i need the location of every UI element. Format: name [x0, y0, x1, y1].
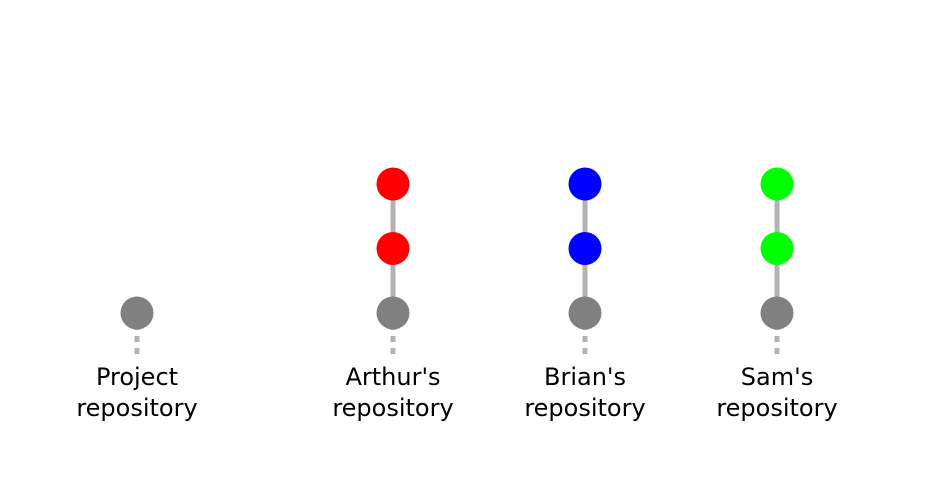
repo-label-arthur: Arthur's repository — [293, 362, 493, 424]
new-commit — [760, 232, 794, 265]
new-commit — [376, 232, 410, 265]
repo-label-line2: repository — [76, 394, 198, 422]
repo-label-line1: Project — [95, 363, 179, 391]
new-commit — [760, 167, 794, 201]
repo-label-line1: Sam's — [740, 363, 814, 391]
repo-label-line2: repository — [524, 394, 646, 422]
repo-label-line2: repository — [716, 394, 838, 422]
base-commit — [568, 296, 602, 330]
repo-label-sam: Sam's repository — [677, 362, 877, 424]
base-commit — [760, 296, 794, 330]
base-commit — [376, 296, 410, 330]
new-commit — [376, 167, 410, 201]
repo-label-project: Project repository — [37, 362, 237, 424]
repo-project — [120, 296, 154, 360]
repo-label-line1: Brian's — [543, 363, 627, 391]
repo-brian — [568, 167, 602, 360]
repo-label-brian: Brian's repository — [485, 362, 685, 424]
new-commit — [568, 232, 602, 265]
repo-label-line1: Arthur's — [345, 363, 441, 391]
new-commit — [568, 167, 602, 201]
base-commit — [120, 296, 154, 330]
repo-sam — [760, 167, 794, 360]
repo-label-line2: repository — [332, 394, 454, 422]
repo-arthur — [376, 167, 410, 360]
